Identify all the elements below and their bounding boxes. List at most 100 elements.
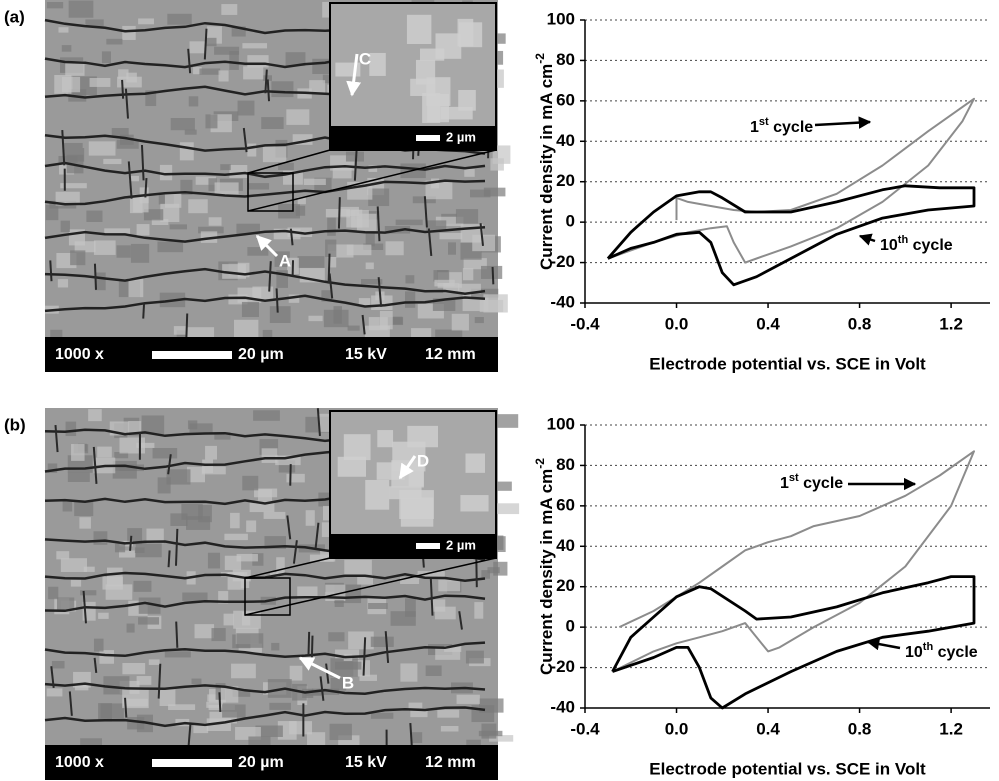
x-tick-label: 0.4	[756, 314, 780, 333]
grain	[470, 190, 490, 198]
grain	[242, 476, 258, 491]
grain	[157, 242, 183, 253]
grain	[264, 512, 286, 519]
annotation: 10th cycle	[880, 234, 953, 254]
grain	[242, 302, 259, 317]
cv-curve	[613, 577, 975, 708]
grain	[289, 721, 312, 734]
grain	[371, 637, 394, 647]
grain	[248, 183, 269, 189]
grain	[346, 152, 364, 162]
grain	[133, 581, 151, 592]
grain	[456, 209, 478, 223]
y-axis-label: Current density in mA cm-2	[533, 53, 556, 270]
grain	[98, 613, 109, 619]
scale-bar	[152, 759, 232, 767]
grain	[475, 317, 484, 323]
grain	[122, 663, 145, 674]
grain	[149, 659, 160, 665]
grain	[431, 599, 445, 611]
grain	[174, 326, 186, 335]
grain	[247, 247, 268, 256]
annotation-arrow	[868, 642, 900, 648]
x-tick-label: 0.0	[665, 719, 689, 738]
cv-curve	[613, 451, 975, 671]
grain	[481, 570, 490, 579]
grain	[205, 114, 217, 128]
grain	[333, 167, 352, 178]
grain	[62, 77, 80, 92]
inset-scale: 2 µm	[446, 129, 476, 144]
y-tick-label: 20	[556, 171, 575, 190]
crack	[145, 178, 146, 197]
grain	[94, 240, 116, 255]
distance: 12 mm	[425, 346, 476, 363]
annotation-sup: th	[898, 234, 909, 246]
grain	[369, 53, 385, 76]
marker-label: B	[342, 673, 354, 692]
y-axis-label-text: Current density in mA cm	[537, 64, 556, 270]
grain	[466, 651, 484, 664]
figure: (a)2 µmAC1000 x20 µm15 kV12 mm(b)2 µmBD1…	[0, 0, 999, 781]
annotation-tail: cycle	[933, 644, 978, 661]
grain	[348, 631, 374, 649]
y-tick-label: 100	[547, 414, 575, 433]
grain	[480, 300, 503, 312]
grain	[304, 179, 326, 185]
grain	[58, 279, 68, 287]
x-tick-label: -0.4	[570, 719, 600, 738]
grain	[126, 73, 137, 83]
grain	[120, 438, 145, 454]
grain	[407, 426, 438, 447]
x-tick-label: 0.8	[848, 314, 872, 333]
y-tick-label: 40	[556, 536, 575, 555]
crack	[176, 529, 177, 566]
x-tick-label: 0.8	[848, 719, 872, 738]
grain	[368, 603, 388, 609]
annotation: 1st cycle	[780, 472, 843, 492]
grain	[47, 688, 63, 696]
marker-label: A	[279, 251, 291, 270]
grain	[86, 211, 102, 222]
grain	[306, 510, 315, 526]
annotation-number: 10	[905, 644, 923, 661]
grain	[365, 480, 389, 510]
grain	[71, 580, 81, 587]
crack	[122, 80, 123, 99]
grain	[405, 291, 415, 307]
annotation-tail: cycle	[769, 119, 814, 136]
grain	[69, 1, 94, 18]
grain	[234, 320, 258, 338]
y-tick-label: 40	[556, 131, 575, 150]
grain	[276, 557, 285, 574]
grain	[129, 278, 144, 297]
grain	[330, 724, 352, 740]
grain	[168, 704, 195, 710]
annotation-sup: th	[923, 641, 934, 653]
grain	[131, 244, 149, 263]
grain	[242, 43, 267, 48]
crack	[265, 70, 266, 94]
grain	[438, 580, 460, 592]
grain	[56, 551, 69, 559]
y-tick-label: -40	[550, 697, 575, 716]
grain	[221, 4, 237, 15]
grain	[106, 584, 133, 599]
grain	[85, 19, 103, 26]
grain	[460, 495, 488, 511]
grain	[52, 661, 65, 668]
y-tick-label: -40	[550, 292, 575, 311]
magnification: 1000 x	[55, 754, 104, 771]
grain	[47, 2, 63, 8]
cv-curve	[608, 186, 974, 285]
annotation-number: 10	[880, 237, 898, 254]
grain	[79, 517, 91, 528]
grain	[236, 633, 263, 648]
grain	[182, 593, 207, 601]
grain	[170, 224, 187, 229]
grain	[192, 679, 202, 685]
grain	[263, 147, 286, 162]
grain	[481, 266, 502, 279]
y-axis-label-sup: -2	[533, 458, 547, 469]
scale-bar	[152, 351, 232, 359]
